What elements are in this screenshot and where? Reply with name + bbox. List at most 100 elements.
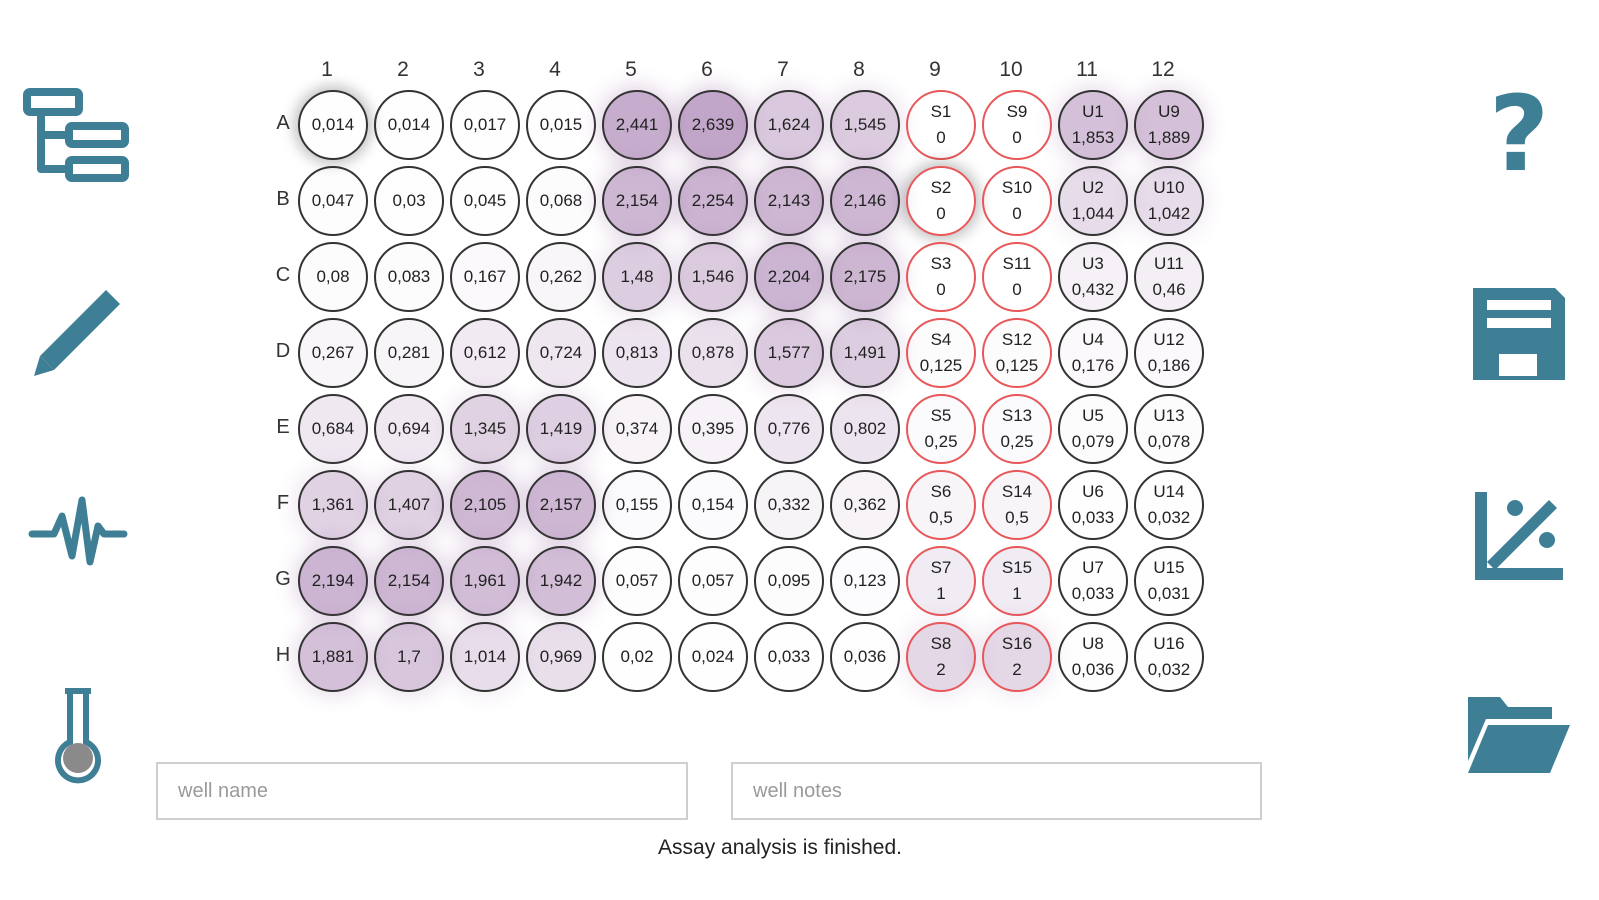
sample-well[interactable]: 0,724 — [526, 318, 596, 388]
sample-well[interactable]: 0,08 — [298, 242, 368, 312]
sample-well[interactable]: 2,194 — [298, 546, 368, 616]
sample-well[interactable]: 2,175 — [830, 242, 900, 312]
sample-well[interactable]: 0,281 — [374, 318, 444, 388]
sample-well[interactable]: 0,057 — [678, 546, 748, 616]
sample-well[interactable]: 0,684 — [298, 394, 368, 464]
sample-well[interactable]: 2,143 — [754, 166, 824, 236]
sample-well[interactable]: 2,146 — [830, 166, 900, 236]
sample-well[interactable]: 0,02 — [602, 622, 672, 692]
standard-well[interactable]: S15 1 — [982, 546, 1052, 616]
sample-well[interactable]: 1,942 — [526, 546, 596, 616]
open-button[interactable] — [1449, 664, 1589, 804]
sample-well[interactable]: 0,332 — [754, 470, 824, 540]
sample-well[interactable]: 2,154 — [374, 546, 444, 616]
sample-well[interactable]: 1,577 — [754, 318, 824, 388]
sample-well[interactable]: 0,014 — [374, 90, 444, 160]
standard-well[interactable]: S6 0,5 — [906, 470, 976, 540]
sample-well[interactable]: 2,639 — [678, 90, 748, 160]
sample-well[interactable]: 2,105 — [450, 470, 520, 540]
standard-well[interactable]: S12 0,125 — [982, 318, 1052, 388]
standard-well[interactable]: S4 0,125 — [906, 318, 976, 388]
sample-well[interactable]: 1,361 — [298, 470, 368, 540]
sample-well[interactable]: 0,612 — [450, 318, 520, 388]
sample-well[interactable]: 0,123 — [830, 546, 900, 616]
sample-well[interactable]: 1,881 — [298, 622, 368, 692]
help-button[interactable]: ? — [1449, 64, 1589, 204]
sample-well[interactable]: 0,878 — [678, 318, 748, 388]
sample-well[interactable]: 2,154 — [602, 166, 672, 236]
sample-well[interactable]: 1,546 — [678, 242, 748, 312]
sample-well[interactable]: 2,254 — [678, 166, 748, 236]
unknown-well[interactable]: U1 1,853 — [1058, 90, 1128, 160]
sample-well[interactable]: 0,155 — [602, 470, 672, 540]
sample-well[interactable]: 0,047 — [298, 166, 368, 236]
sample-well[interactable]: 0,024 — [678, 622, 748, 692]
sample-well[interactable]: 2,441 — [602, 90, 672, 160]
sample-well[interactable]: 1,491 — [830, 318, 900, 388]
sample-well[interactable]: 0,083 — [374, 242, 444, 312]
sample-well[interactable]: 2,157 — [526, 470, 596, 540]
sample-well[interactable]: 0,802 — [830, 394, 900, 464]
standard-well[interactable]: S3 0 — [906, 242, 976, 312]
unknown-well[interactable]: U10 1,042 — [1134, 166, 1204, 236]
unknown-well[interactable]: U4 0,176 — [1058, 318, 1128, 388]
unknown-well[interactable]: U11 0,46 — [1134, 242, 1204, 312]
sample-well[interactable]: 0,262 — [526, 242, 596, 312]
sample-well[interactable]: 0,167 — [450, 242, 520, 312]
sample-well[interactable]: 0,017 — [450, 90, 520, 160]
sample-well[interactable]: 0,068 — [526, 166, 596, 236]
standard-well[interactable]: S5 0,25 — [906, 394, 976, 464]
sample-well[interactable]: 1,48 — [602, 242, 672, 312]
sample-well[interactable]: 0,036 — [830, 622, 900, 692]
unknown-well[interactable]: U6 0,033 — [1058, 470, 1128, 540]
sample-well[interactable]: 0,969 — [526, 622, 596, 692]
sample-well[interactable]: 1,345 — [450, 394, 520, 464]
sample-well[interactable]: 0,374 — [602, 394, 672, 464]
sample-well[interactable]: 1,014 — [450, 622, 520, 692]
sample-well[interactable]: 1,7 — [374, 622, 444, 692]
sample-well[interactable]: 0,776 — [754, 394, 824, 464]
unknown-well[interactable]: U5 0,079 — [1058, 394, 1128, 464]
standard-well[interactable]: S2 0 — [906, 166, 976, 236]
sample-well[interactable]: 0,095 — [754, 546, 824, 616]
temperature-button[interactable] — [8, 664, 148, 804]
sample-well[interactable]: 1,961 — [450, 546, 520, 616]
sample-well[interactable]: 0,03 — [374, 166, 444, 236]
unknown-well[interactable]: U15 0,031 — [1134, 546, 1204, 616]
standard-curve-button[interactable] — [1449, 466, 1589, 606]
signal-button[interactable] — [8, 462, 148, 602]
sample-well[interactable]: 1,419 — [526, 394, 596, 464]
sample-well[interactable]: 0,033 — [754, 622, 824, 692]
standard-well[interactable]: S10 0 — [982, 166, 1052, 236]
unknown-well[interactable]: U7 0,033 — [1058, 546, 1128, 616]
unknown-well[interactable]: U14 0,032 — [1134, 470, 1204, 540]
sample-well[interactable]: 0,362 — [830, 470, 900, 540]
sample-well[interactable]: 1,407 — [374, 470, 444, 540]
well-name-input[interactable] — [156, 762, 688, 820]
unknown-well[interactable]: U8 0,036 — [1058, 622, 1128, 692]
edit-button[interactable] — [8, 262, 148, 402]
standard-well[interactable]: S13 0,25 — [982, 394, 1052, 464]
standard-well[interactable]: S11 0 — [982, 242, 1052, 312]
sample-well[interactable]: 0,694 — [374, 394, 444, 464]
unknown-well[interactable]: U13 0,078 — [1134, 394, 1204, 464]
unknown-well[interactable]: U3 0,432 — [1058, 242, 1128, 312]
unknown-well[interactable]: U2 1,044 — [1058, 166, 1128, 236]
sample-well[interactable]: 1,545 — [830, 90, 900, 160]
sample-well[interactable]: 0,015 — [526, 90, 596, 160]
sample-well[interactable]: 1,624 — [754, 90, 824, 160]
sample-well[interactable]: 0,057 — [602, 546, 672, 616]
plate-layout-button[interactable] — [8, 68, 148, 208]
sample-well[interactable]: 2,204 — [754, 242, 824, 312]
standard-well[interactable]: S1 0 — [906, 90, 976, 160]
sample-well[interactable]: 0,267 — [298, 318, 368, 388]
well-notes-input[interactable] — [731, 762, 1262, 820]
unknown-well[interactable]: U16 0,032 — [1134, 622, 1204, 692]
sample-well[interactable]: 0,014 — [298, 90, 368, 160]
standard-well[interactable]: S7 1 — [906, 546, 976, 616]
standard-well[interactable]: S8 2 — [906, 622, 976, 692]
sample-well[interactable]: 0,813 — [602, 318, 672, 388]
standard-well[interactable]: S16 2 — [982, 622, 1052, 692]
sample-well[interactable]: 0,045 — [450, 166, 520, 236]
sample-well[interactable]: 0,395 — [678, 394, 748, 464]
